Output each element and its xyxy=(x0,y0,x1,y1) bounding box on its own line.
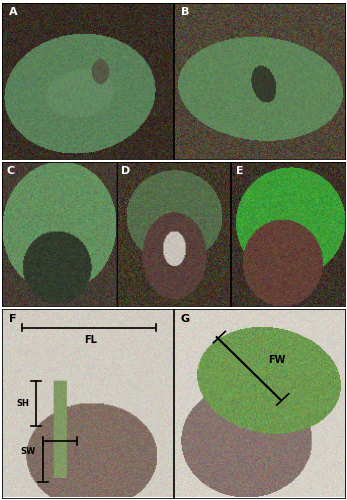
Text: B: B xyxy=(181,7,189,17)
Text: SH: SH xyxy=(16,398,29,407)
Text: FW: FW xyxy=(268,355,286,365)
Text: F: F xyxy=(9,314,16,324)
Text: E: E xyxy=(236,166,244,176)
Text: G: G xyxy=(181,314,190,324)
Text: SW: SW xyxy=(21,446,36,456)
Text: D: D xyxy=(121,166,130,176)
Text: A: A xyxy=(9,7,17,17)
Text: FL: FL xyxy=(84,335,97,345)
Text: C: C xyxy=(6,166,15,176)
